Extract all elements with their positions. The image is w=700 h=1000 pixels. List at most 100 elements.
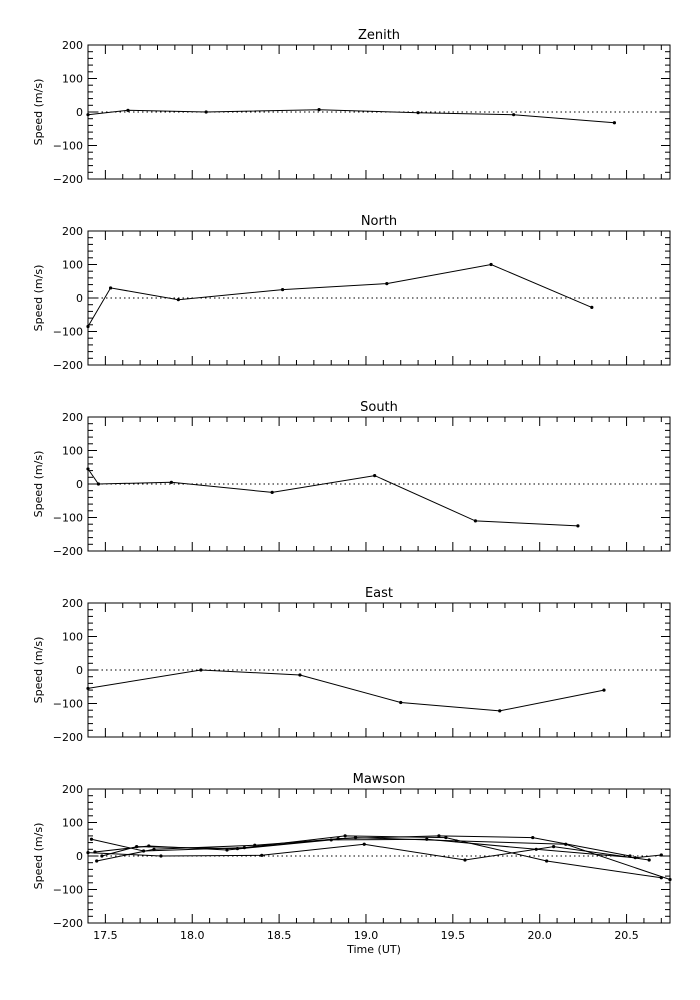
panel-4-y-tick-label: −200 [53,731,83,744]
panel-2-series-1-point [489,262,493,267]
panel-2-series-1-point [280,288,285,292]
panel-1-series-1-point [612,121,617,125]
panel-5-series-3-point [95,859,99,863]
panel-5-series-5-point [93,850,97,854]
panel-5-y-tick-label: 200 [62,783,83,796]
panel-5-y-axis-label: Speed (m/s) [32,823,45,890]
panel-5-series-3-line [96,837,671,880]
panel-5-series-5-point [225,848,229,852]
panel-1-series-1-point [317,108,321,112]
panel-5-y-tick-label: 0 [76,850,83,863]
panel-3-series-1-point [169,480,173,484]
panel-5-series-4-point [437,834,441,838]
panel-1-y-axis-label: Speed (m/s) [32,79,45,146]
panel-5-series-2-line [91,835,662,879]
panel-4-series-1-point [86,686,90,691]
panel-1-series-1-line [87,109,615,124]
panel-2-y-tick-label: −200 [53,359,83,372]
panel-1-series-1-point [126,108,130,112]
panel-5-series-2-point [89,837,94,841]
panel-5-series-5-point [329,838,333,842]
panel-4-series-1-point [399,700,403,705]
panel-4-series-1-point [298,673,302,677]
panel-5-series-2-point [343,834,347,838]
panel-2-y-tick-label: 100 [62,259,83,272]
panel-3-series-1-point [373,474,377,478]
panel-2-series-1-point [590,305,594,309]
panel-2-title: North [361,214,397,229]
panel-1-y-tick-label: 200 [62,39,83,52]
panel-2-series-1-point [385,281,389,286]
panel-5-series-3-point [353,835,358,840]
panel-4-plot-frame [87,602,671,738]
panel-3-series-1-line [87,468,578,527]
panel-5-y-tick-label: 100 [62,817,83,830]
panel-3-series-1-point [270,490,274,494]
x-axis-label: Time (UT) [346,943,401,956]
panel-4-title: East [365,586,393,601]
x-tick-label: 18.0 [180,929,205,942]
panel-4-series-1-point [498,709,502,713]
panel-5-series-5-point [633,856,637,860]
x-tick-label: 18.5 [267,929,292,942]
panel-2-y-tick-label: 0 [76,292,83,305]
panel-1-series-1-point [86,113,90,117]
panel-4-y-tick-label: 0 [76,664,83,677]
panel-3-series-1-point [96,482,101,486]
panel-5-series-1-point [260,853,264,857]
panel-1-y-tick-label: −200 [53,173,83,186]
panel-1-series-1-point [512,113,516,117]
x-tick-label: 17.5 [93,929,118,942]
panel-1-title: Zenith [358,28,400,43]
panel-4-series-1-line [87,669,605,712]
panel-5-series-1-point [647,858,651,862]
panel-2-y-axis-label: Speed (m/s) [32,265,45,332]
panel-2-y-tick-label: 200 [62,225,83,238]
panel-3-y-axis-label: Speed (m/s) [32,451,45,518]
panel-3-title: South [360,400,398,415]
panel-1-series-1-point [204,110,208,114]
panel-5-series-1-point [552,845,556,849]
panel-5-series-5-line [94,838,662,859]
panel-5-series-5-point [534,847,538,851]
panel-5-series-5-point [147,844,151,848]
panel-3-series-1-point [576,524,580,528]
panel-2-series-1-line [87,263,592,327]
panel-5-series-4-point [531,835,535,840]
panel-5-title: Mawson [353,772,406,787]
panel-1-y-tick-label: 0 [76,106,83,119]
panel-5-series-3-point [253,843,257,847]
panel-1-y-tick-label: −100 [53,140,83,153]
panel-4-series-1-point [602,688,606,692]
panel-4-series-1-point [199,668,203,672]
panel-2-series-1-point [108,286,113,290]
panel-4-y-axis-label: Speed (m/s) [32,637,45,704]
x-tick-label: 19.5 [441,929,466,942]
panel-3-series-1-point [473,519,478,523]
panel-3-y-tick-label: −200 [53,545,83,558]
panel-4-y-tick-label: 200 [62,597,83,610]
panel-3-y-tick-label: 100 [62,445,83,458]
panel-1-y-tick-label: 100 [62,73,83,86]
panel-5-series-1-point [463,858,467,862]
panel-4-y-tick-label: −100 [53,698,83,711]
panel-5-series-4-point [100,854,104,858]
panel-3-y-tick-label: 0 [76,478,83,491]
x-tick-label: 19.0 [354,929,379,942]
panel-5-y-tick-label: −200 [53,917,83,930]
panel-1-series-1-point [416,111,420,115]
panel-2-plot-frame [87,230,671,366]
panel-5-series-4-line [101,835,631,857]
panel-3-series-1-point [86,467,90,471]
panel-5-series-2-point [444,835,448,840]
panel-5-series-3-point [152,847,156,851]
panel-3-plot-frame [87,416,671,552]
x-tick-label: 20.0 [527,929,552,942]
panel-5-series-1-point [362,842,366,846]
panel-5-series-1-point [86,851,90,855]
panel-5-series-5-point [659,853,663,857]
panel-2-series-1-point [86,324,90,329]
panel-2-y-tick-label: −100 [53,326,83,339]
panel-3-y-tick-label: 200 [62,411,83,424]
